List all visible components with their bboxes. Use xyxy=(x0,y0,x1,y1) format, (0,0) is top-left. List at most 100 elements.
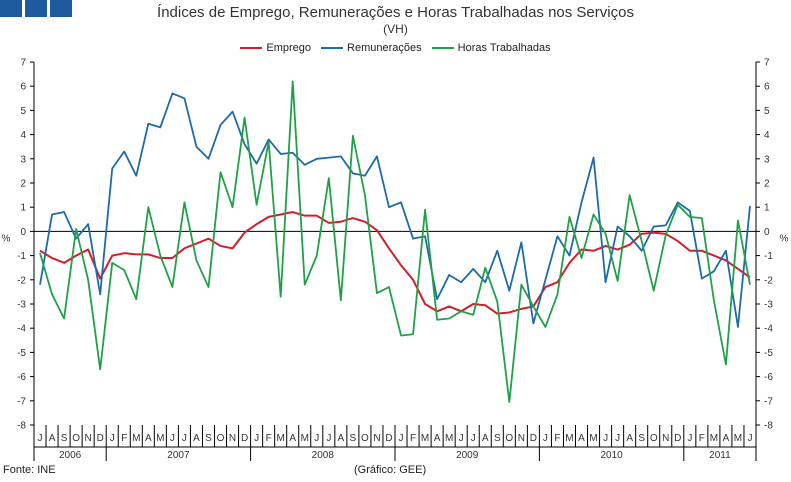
y-tick-label: -2 xyxy=(17,275,26,286)
legend-swatch xyxy=(431,47,454,49)
y-axis-label: % xyxy=(780,233,789,244)
month-tick-label: S xyxy=(61,433,68,444)
month-tick-label: A xyxy=(434,433,441,444)
year-tick-label: 2009 xyxy=(456,450,479,461)
month-tick-label: J xyxy=(182,433,187,444)
y-tick-label: -4 xyxy=(764,324,773,335)
month-tick-label: O xyxy=(72,433,80,444)
chart-title: Índices de Emprego, Remunerações e Horas… xyxy=(157,4,634,21)
month-tick-label: M xyxy=(734,433,742,444)
month-tick-label: J xyxy=(254,433,259,444)
month-tick-label: M xyxy=(156,433,164,444)
year-tick-label: 2008 xyxy=(312,450,335,461)
y-tick-label: -6 xyxy=(17,372,26,383)
chart-legend: Emprego Remunerações Horas Trabalhadas xyxy=(0,42,791,54)
month-tick-label: J xyxy=(170,433,175,444)
month-tick-label: S xyxy=(494,433,501,444)
year-tick-label: 2011 xyxy=(709,450,731,461)
month-tick-label: J xyxy=(38,433,43,444)
month-tick-label: S xyxy=(638,433,645,444)
y-tick-label: 4 xyxy=(764,130,770,141)
y-tick-label: -6 xyxy=(764,372,773,383)
month-tick-label: A xyxy=(145,433,152,444)
month-tick-label: A xyxy=(338,433,345,444)
month-tick-label: A xyxy=(193,433,200,444)
y-tick-label: -7 xyxy=(17,396,26,407)
legend-swatch xyxy=(240,47,263,49)
month-tick-label: J xyxy=(459,433,464,444)
y-tick-label: 6 xyxy=(764,82,770,93)
month-tick-label: N xyxy=(85,433,92,444)
logo-block xyxy=(25,0,47,17)
y-tick-label: 3 xyxy=(764,154,770,165)
series-line-remunera-es xyxy=(39,92,751,328)
legend-label: Emprego xyxy=(266,42,312,54)
legend-label: Horas Trabalhadas xyxy=(457,42,551,54)
y-tick-label: 2 xyxy=(764,179,770,190)
month-tick-label: M xyxy=(710,433,718,444)
series-line-emprego xyxy=(39,211,751,315)
month-tick-label: N xyxy=(518,433,525,444)
month-tick-label: S xyxy=(205,433,212,444)
y-tick-label: 1 xyxy=(764,203,770,214)
chart-subtitle: (VH) xyxy=(383,22,408,36)
month-tick-label: J xyxy=(687,433,692,444)
month-tick-label: A xyxy=(578,433,585,444)
month-tick-label: D xyxy=(674,433,681,444)
month-tick-label: M xyxy=(132,433,140,444)
month-tick-label: J xyxy=(615,433,620,444)
legend-item-horas: Horas Trabalhadas xyxy=(431,42,551,54)
year-tick-label: 2006 xyxy=(59,450,82,461)
month-tick-label: A xyxy=(723,433,730,444)
y-tick-label: 5 xyxy=(764,106,770,117)
y-tick-label: -3 xyxy=(764,300,773,311)
month-tick-label: F xyxy=(266,433,272,444)
month-tick-label: J xyxy=(471,433,476,444)
y-tick-label: 1 xyxy=(20,203,26,214)
y-tick-label: 4 xyxy=(20,130,26,141)
month-tick-label: A xyxy=(482,433,489,444)
y-tick-label: -3 xyxy=(17,300,26,311)
y-tick-label: -4 xyxy=(17,324,26,335)
month-tick-label: D xyxy=(241,433,248,444)
y-tick-label: -8 xyxy=(764,421,773,432)
y-tick-label: 2 xyxy=(20,179,26,190)
month-tick-label: N xyxy=(373,433,380,444)
month-tick-label: J xyxy=(326,433,331,444)
y-tick-label: 6 xyxy=(20,82,26,93)
month-tick-label: M xyxy=(589,433,597,444)
year-tick-label: 2007 xyxy=(167,450,190,461)
month-tick-label: A xyxy=(289,433,296,444)
y-tick-label: 7 xyxy=(764,58,770,69)
month-tick-label: J xyxy=(314,433,319,444)
month-tick-label: J xyxy=(747,433,752,444)
month-tick-label: F xyxy=(410,433,416,444)
y-tick-label: -2 xyxy=(764,275,773,286)
month-tick-label: F xyxy=(699,433,705,444)
month-tick-label: O xyxy=(650,433,658,444)
month-tick-label: O xyxy=(217,433,225,444)
month-tick-label: M xyxy=(277,433,285,444)
legend-swatch xyxy=(321,47,344,49)
logo-block xyxy=(0,0,22,17)
month-tick-label: F xyxy=(121,433,127,444)
ine-logo xyxy=(0,0,72,17)
y-tick-label: 7 xyxy=(20,58,26,69)
source-note: Fonte: INE xyxy=(3,464,56,476)
y-tick-label: -1 xyxy=(764,251,773,262)
y-axis-label: % xyxy=(2,233,11,244)
month-tick-label: M xyxy=(301,433,309,444)
y-tick-label: 5 xyxy=(20,106,26,117)
month-tick-label: N xyxy=(229,433,236,444)
month-tick-label: M xyxy=(421,433,429,444)
logo-block xyxy=(50,0,72,17)
month-tick-label: O xyxy=(361,433,369,444)
month-tick-label: S xyxy=(350,433,357,444)
y-tick-label: -7 xyxy=(764,396,773,407)
y-tick-label: -1 xyxy=(17,251,26,262)
y-tick-label: -5 xyxy=(17,348,26,359)
legend-item-remuneracoes: Remunerações xyxy=(321,42,422,54)
month-tick-label: F xyxy=(554,433,560,444)
month-tick-label: J xyxy=(399,433,404,444)
